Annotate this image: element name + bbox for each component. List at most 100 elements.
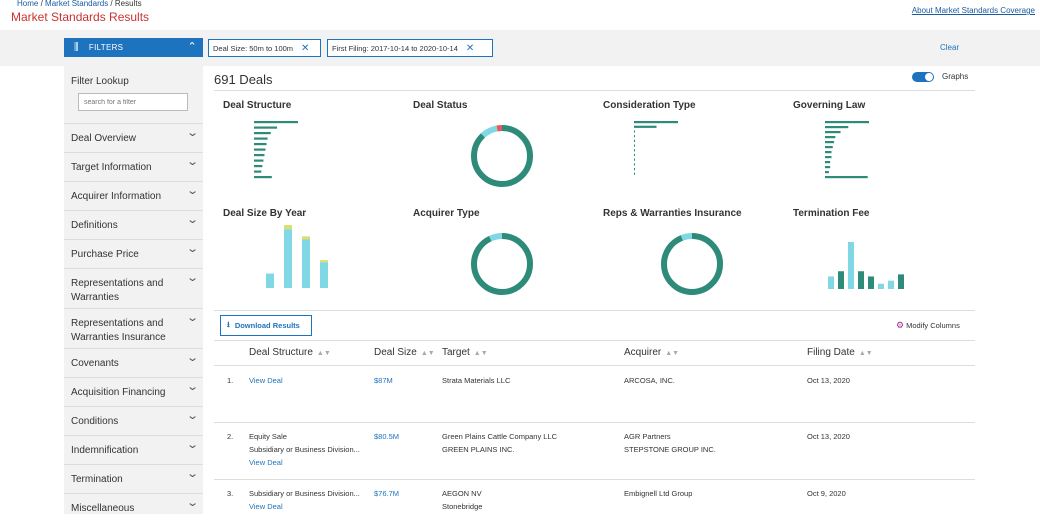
filing-date: Oct 13, 2020 [807, 376, 850, 385]
graphs-toggle-label: Graphs [942, 72, 969, 81]
sidebar-item-purchase-price[interactable]: Purchase Price ⌄ [64, 239, 203, 268]
view-deal-link[interactable]: View Deal [249, 502, 283, 511]
breadcrumb-current: Results [114, 0, 142, 8]
donut-slice [661, 233, 723, 295]
chart-bar-segment [284, 225, 292, 230]
column-header-acquirer[interactable]: Acquirer ▲▼ [624, 347, 679, 358]
download-icon: ⭳ [227, 319, 230, 329]
acquirer-type-chart [471, 233, 533, 295]
consideration-type-chart [634, 121, 678, 175]
breadcrumb-home[interactable]: Home [17, 0, 39, 8]
sort-icon: ▲▼ [316, 350, 331, 357]
chart-bar [634, 172, 636, 175]
column-header-deal-structure[interactable]: Deal Structure ▲▼ [249, 347, 331, 358]
chart-bar [828, 276, 834, 289]
chart-bar [320, 262, 328, 288]
sidebar-item-covenants[interactable]: Covenants ⌄ [64, 348, 203, 377]
chart-bar [825, 141, 835, 144]
acquirer-name: STEPSTONE GROUP INC. [624, 445, 716, 454]
breadcrumb-market-standards[interactable]: Market Standards [45, 0, 109, 8]
filter-lookup-input[interactable] [78, 93, 188, 111]
chevron-down-icon: ⌄ [185, 127, 199, 139]
deal-size-value[interactable]: $80.5M [374, 432, 400, 441]
filter-chip-first-filing[interactable]: First Filing: 2017-10-14 to 2020-10-14 ✕ [327, 39, 493, 57]
chart-bar [634, 149, 636, 152]
remove-chip-icon[interactable]: ✕ [301, 42, 310, 54]
page-title: Market Standards Results [11, 10, 150, 24]
download-results-label: Download Results [234, 321, 300, 330]
chevron-down-icon: ⌄ [185, 214, 199, 226]
graphs-toggle[interactable] [912, 72, 934, 82]
target-name: Strata Materials LLC [442, 376, 511, 385]
deals-count: 691 Deals [214, 72, 273, 87]
column-header-label: Acquirer [624, 347, 662, 358]
divider [214, 310, 975, 311]
sort-icon: ▲▼ [420, 350, 435, 357]
chart-bar [634, 125, 657, 128]
donut-slice [471, 233, 533, 295]
sidebar-item-label: Acquisition Financing [71, 387, 166, 398]
chart-bar [858, 271, 864, 289]
view-deal-link[interactable]: View Deal [249, 376, 283, 385]
sidebar-item-label: Purchase Price [71, 249, 139, 260]
sidebar-item-miscellaneous[interactable]: Miscellaneous ⌄ [64, 493, 203, 522]
chevron-down-icon: ⌄ [185, 272, 199, 284]
chart-bar [825, 171, 829, 174]
sort-icon: ▲▼ [665, 350, 680, 357]
row-number: 2. [227, 432, 234, 441]
sidebar-item-label: Target Information [71, 162, 152, 173]
sidebar-item-definitions[interactable]: Definitions ⌄ [64, 210, 203, 239]
sidebar-item-label: Deal Overview [71, 133, 137, 144]
sidebar-item-label: Definitions [71, 220, 118, 231]
chip-label: First Filing: 2017-10-14 to 2020-10-14 [332, 43, 458, 53]
column-header-filing-date[interactable]: Filing Date ▲▼ [807, 347, 873, 358]
chevron-down-icon: ⌄ [185, 410, 199, 422]
chart-bar [825, 156, 832, 159]
divider [214, 422, 975, 423]
sidebar-item-rw-insurance[interactable]: Representations and Warranties Insurance… [64, 308, 203, 348]
deal-structure-chart [254, 121, 298, 179]
chart-bar [254, 165, 263, 168]
chart-bar [634, 168, 636, 171]
chart-bar-segment [302, 236, 310, 240]
target-name: AEGON NV [442, 489, 482, 498]
about-coverage-link[interactable]: About Market Standards Coverage [911, 6, 1035, 15]
filters-label: FILTERS [88, 43, 124, 52]
deal-structure-value: Subsidiary or Business Division... [249, 489, 360, 498]
sidebar-item-representations-warranties[interactable]: Representations and Warranties ⌄ [64, 268, 203, 308]
sidebar-item-target-information[interactable]: Target Information ⌄ [64, 152, 203, 181]
download-results-button[interactable]: ⭳ Download Results [220, 315, 312, 336]
chevron-down-icon: ⌄ [185, 381, 199, 393]
deal-size-value[interactable]: $87M [374, 376, 393, 385]
deal-structure-value: Equity Sale [249, 432, 287, 441]
filter-sidebar: Filter Lookup Deal Overview ⌄ Target Inf… [64, 66, 203, 514]
column-header-deal-size[interactable]: Deal Size ▲▼ [374, 347, 435, 358]
chevron-up-icon: ⌃ [187, 41, 197, 53]
sidebar-item-conditions[interactable]: Conditions ⌄ [64, 406, 203, 435]
sidebar-item-acquisition-financing[interactable]: Acquisition Financing ⌄ [64, 377, 203, 406]
chevron-down-icon: ⌄ [185, 243, 199, 255]
filters-toggle-button[interactable]: ⫼ FILTERS ⌃ [64, 38, 203, 57]
sidebar-item-indemnification[interactable]: Indemnification ⌄ [64, 435, 203, 464]
termination-fee-chart [828, 242, 904, 289]
sidebar-item-acquirer-information[interactable]: Acquirer Information ⌄ [64, 181, 203, 210]
chevron-down-icon: ⌄ [185, 312, 199, 324]
sidebar-item-label: Conditions [71, 416, 119, 427]
sort-icon: ▲▼ [473, 350, 488, 357]
remove-chip-icon[interactable]: ✕ [465, 42, 475, 54]
filter-chip-deal-size[interactable]: Deal Size: 50m to 100m ✕ [208, 39, 321, 57]
sidebar-item-label: Indemnification [71, 445, 139, 456]
chart-bar [254, 132, 271, 135]
sidebar-item-deal-overview[interactable]: Deal Overview ⌄ [64, 123, 203, 152]
donut-slice [661, 233, 723, 295]
column-header-target[interactable]: Target ▲▼ [442, 347, 488, 358]
clear-filters-link[interactable]: Clear [940, 43, 960, 52]
view-deal-link[interactable]: View Deal [249, 458, 283, 467]
deal-size-value[interactable]: $76.7M [374, 489, 400, 498]
modify-columns-link[interactable]: ⚙ Modify Columns [896, 320, 960, 331]
target-name: GREEN PLAINS INC. [442, 445, 515, 454]
chart-bar [634, 163, 636, 166]
chart-bar [825, 151, 832, 154]
chart-bar [868, 276, 874, 289]
sidebar-item-termination[interactable]: Termination ⌄ [64, 464, 203, 493]
